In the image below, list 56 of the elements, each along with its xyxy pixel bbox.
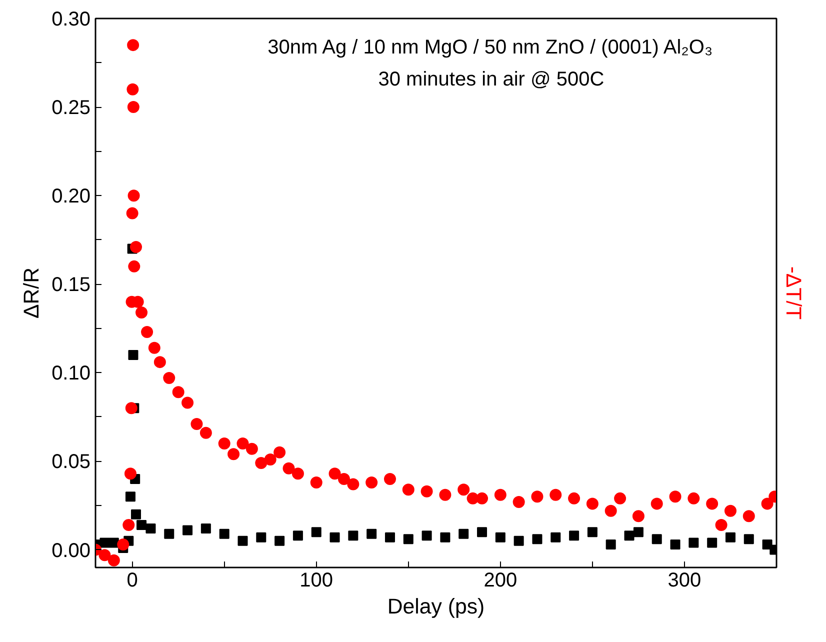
- x-tick-label: 100: [300, 570, 334, 592]
- point: [422, 530, 432, 541]
- y-tick-label: 0.05: [52, 451, 91, 474]
- point: [125, 492, 136, 502]
- point: [624, 530, 634, 541]
- text: 30 minutes in air @ 500C: [378, 68, 604, 90]
- point: [219, 528, 230, 539]
- point: [606, 539, 616, 550]
- point: [569, 530, 580, 541]
- point: [688, 538, 699, 548]
- point: [274, 536, 285, 546]
- point: [744, 534, 754, 544]
- point: [130, 509, 141, 520]
- point: [532, 534, 542, 544]
- point: [311, 527, 322, 538]
- point: [348, 530, 358, 541]
- point: [514, 536, 524, 546]
- y-tick-label: 0.30: [52, 8, 91, 30]
- point: [550, 532, 561, 542]
- point: [292, 530, 303, 541]
- y2-axis-title: -ΔT/T: [782, 266, 806, 320]
- point: [495, 532, 506, 542]
- point: [200, 524, 211, 534]
- point: [366, 528, 377, 539]
- y-tick-label: 0.10: [52, 362, 91, 385]
- point: [652, 534, 662, 544]
- point: [330, 532, 340, 542]
- point: [136, 520, 147, 530]
- x-tick-label: 0: [126, 570, 138, 592]
- point: [458, 528, 469, 539]
- point: [477, 527, 488, 538]
- y-axis-title: ΔR/R: [20, 268, 44, 318]
- point: [384, 532, 395, 542]
- y-tick-label: 0.20: [52, 186, 91, 208]
- y-tick-label: 0.25: [52, 97, 91, 120]
- y-tick-label: 0.00: [52, 540, 91, 562]
- point: [128, 350, 138, 360]
- point: [725, 532, 736, 542]
- point: [238, 536, 248, 546]
- point: [670, 539, 680, 550]
- point: [146, 524, 156, 534]
- point: [587, 527, 598, 538]
- point: [100, 538, 110, 548]
- text: 30nm Ag / 10 nm MgO / 50 nm ZnO / (0001) Al₂O₃: [268, 36, 713, 58]
- point: [440, 532, 450, 542]
- y-tick-label: 0.15: [52, 274, 91, 296]
- x-axis-title: Delay (ps): [387, 594, 485, 618]
- point: [108, 538, 119, 548]
- x-tick-label: 200: [484, 570, 518, 592]
- point: [182, 525, 193, 536]
- point: [633, 527, 644, 538]
- point: [256, 532, 266, 542]
- x-tick-label: 300: [668, 570, 702, 592]
- point: [164, 528, 174, 539]
- point: [403, 534, 414, 544]
- point: [707, 538, 718, 548]
